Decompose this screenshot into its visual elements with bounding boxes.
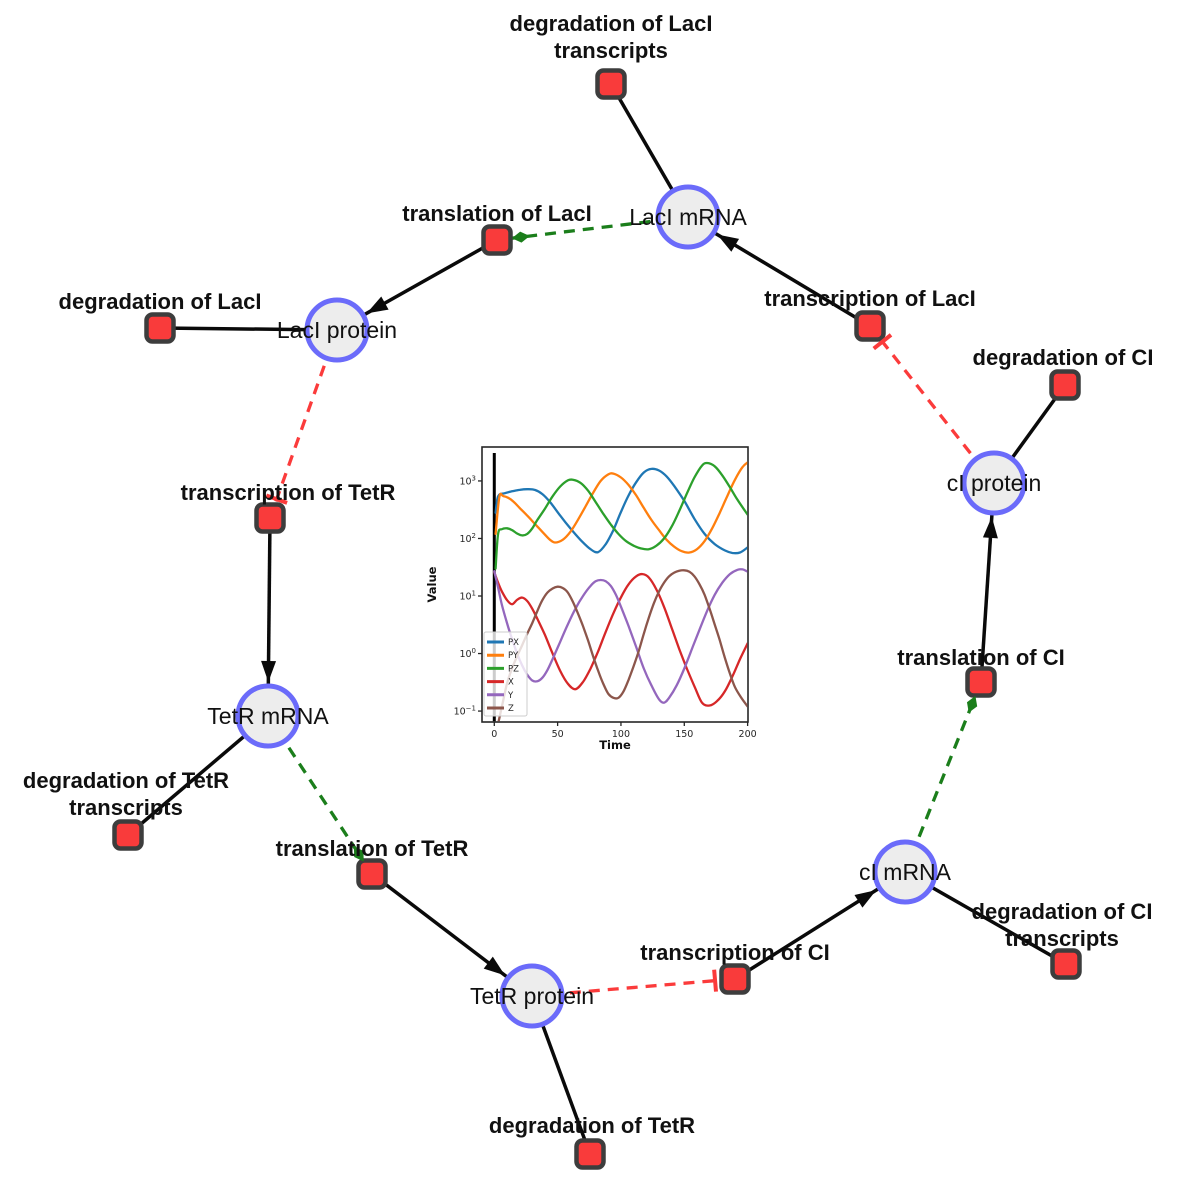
species-node-ci-mrna: [872, 839, 938, 905]
y-tick-label: 10−1: [454, 705, 476, 718]
y-tick-label: 100: [459, 647, 476, 660]
species-node-ci-protein: [961, 450, 1027, 516]
reaction-label-transcription-of-ci: transcription of CI: [640, 940, 829, 965]
reaction-node-degradation-of-tetr: [574, 1138, 606, 1170]
series-curve-py: [494, 461, 748, 554]
edge-inhibition-tetr-protein-to-transcription-of-ci: [531, 977, 736, 998]
series-curve-z: [497, 569, 748, 722]
reaction-node-translation-of-tetr: [356, 858, 388, 890]
x-tick-label: 0: [491, 729, 497, 740]
reaction-label-translation-of-ci: translation of CI: [897, 645, 1064, 670]
arrowhead-laci-mrna: [717, 234, 740, 252]
y-tick-label: 101: [459, 590, 476, 603]
inhibition-bar-transcription-of-ci: [712, 969, 718, 992]
arrowhead-ci-mrna: [854, 890, 877, 908]
legend-label-px: PX: [508, 638, 519, 648]
edge-inhibition-ci-protein-to-transcription-of-laci: [868, 324, 996, 485]
species-label-laci-mrna: LacI mRNA: [629, 204, 747, 230]
reaction-node-degradation-of-laci: [144, 312, 176, 344]
species-label-ci-protein: cI protein: [947, 470, 1042, 496]
reaction-node-translation-of-laci: [481, 224, 513, 256]
species-node-laci-protein: [304, 297, 370, 363]
timecourse-plot-svg: 0 50 100 150 200 103 102 101 100 10−1 Time Value PX P…: [425, 446, 757, 752]
y-axis-label: Value: [425, 566, 439, 602]
catalysis-diamond-translation-of-laci: [511, 231, 530, 243]
legend-label-x: X: [508, 678, 514, 688]
reaction-node-degradation-of-tetr-transcripts: [112, 819, 144, 851]
reaction-label-degradation-of-ci: degradation of CI: [973, 345, 1154, 370]
edge-production-translation-of-ci-to-ci-protein: [979, 482, 996, 683]
edge-production-transcription-of-ci-to-ci-mrna: [734, 870, 906, 981]
species-node-tetr-protein: [499, 963, 565, 1029]
legend-label-py: PY: [508, 651, 519, 661]
arrowhead-tetr-protein: [483, 956, 505, 976]
catalysis-diamond-translation-of-tetr: [353, 846, 364, 862]
edge-production-translation-of-tetr-to-tetr-protein: [370, 872, 534, 998]
reaction-node-degradation-of-ci: [1049, 369, 1081, 401]
species-label-tetr-mrna: TetR mRNA: [207, 703, 329, 729]
catalysis-diamond-translation-of-ci: [966, 695, 978, 713]
series-curve-px: [494, 467, 748, 555]
legend-label-pz: PZ: [508, 664, 519, 674]
reaction-label-degradation-of-ci-transcripts: transcripts: [1005, 926, 1119, 951]
legend-label-z: Z: [508, 704, 514, 714]
reaction-node-transcription-of-laci: [854, 310, 886, 342]
x-axis-label: Time: [599, 738, 631, 752]
reaction-label-degradation-of-tetr-transcripts: transcripts: [69, 795, 183, 820]
species-node-tetr-mrna: [235, 683, 301, 749]
species-label-ci-mrna: cI mRNA: [859, 859, 952, 885]
x-tick-label: 100: [612, 729, 630, 740]
y-tick-label: 102: [459, 532, 476, 545]
inhibition-bar-transcription-of-laci: [872, 333, 893, 351]
nodes-layer: [112, 68, 1082, 1170]
species-label-laci-protein: LacI protein: [277, 317, 397, 343]
reaction-label-degradation-of-ci-transcripts: degradation of CI: [972, 899, 1153, 924]
arrowhead-laci-protein: [366, 296, 389, 314]
x-tick-label: 50: [552, 729, 564, 740]
series-curve-x: [493, 570, 748, 707]
arrowhead-ci-protein: [982, 516, 998, 539]
reaction-label-translation-of-tetr: translation of TetR: [276, 836, 469, 861]
reaction-node-translation-of-ci: [965, 666, 997, 698]
reaction-node-degradation-of-ci-transcripts: [1050, 948, 1082, 980]
labels-layer: degradation of LacItranscriptstranslatio…: [23, 11, 1154, 1138]
reaction-label-transcription-of-tetr: transcription of TetR: [181, 480, 396, 505]
edge-heads-layer: [261, 231, 998, 992]
reaction-label-degradation-of-laci-transcripts: transcripts: [554, 38, 668, 63]
x-tick-label: 150: [675, 729, 693, 740]
reaction-label-translation-of-laci: translation of LacI: [402, 201, 591, 226]
x-tick-label: 200: [739, 729, 757, 740]
reaction-label-degradation-of-tetr: degradation of TetR: [489, 1113, 695, 1138]
reaction-node-degradation-of-laci-transcripts: [595, 68, 627, 100]
timecourse-plot: 0 50 100 150 200 103 102 101 100 10−1 Time Value PX P…: [425, 435, 770, 765]
edge-inhibition-laci-protein-to-transcription-of-tetr: [268, 329, 339, 519]
series-curve-pz: [494, 461, 748, 570]
y-tick-label: 103: [459, 474, 476, 487]
species-label-tetr-protein: TetR protein: [470, 983, 594, 1009]
arrowhead-tetr-mrna: [261, 660, 277, 683]
reaction-node-transcription-of-ci: [719, 963, 751, 995]
edge-production-transcription-of-tetr-to-tetr-mrna: [266, 517, 272, 717]
reaction-node-transcription-of-tetr: [254, 502, 286, 534]
reaction-label-degradation-of-tetr-transcripts: degradation of TetR: [23, 768, 229, 793]
reaction-label-degradation-of-laci: degradation of LacI: [59, 289, 262, 314]
edge-catalysis-ci-mrna-to-translation-of-ci: [903, 681, 983, 873]
reaction-label-degradation-of-laci-transcripts: degradation of LacI: [510, 11, 713, 36]
plot-legend-box: [483, 631, 528, 717]
inhibition-bar-transcription-of-tetr: [265, 493, 288, 505]
reaction-label-transcription-of-laci: transcription of LacI: [764, 286, 975, 311]
species-node-laci-mrna: [655, 184, 721, 250]
legend-label-y: Y: [507, 691, 514, 701]
